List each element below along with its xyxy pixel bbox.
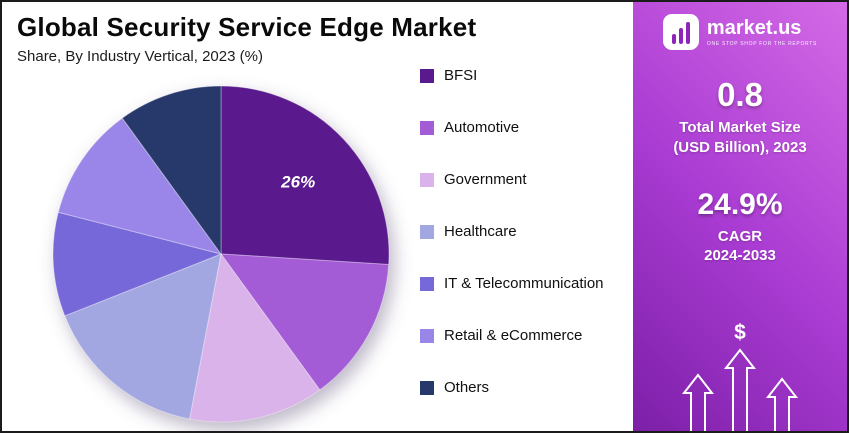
legend-swatch [420, 68, 434, 83]
legend-swatch [420, 120, 434, 135]
legend-item-others: Others [420, 379, 604, 396]
page-title: Global Security Service Edge Market [17, 12, 477, 42]
logo-bar [685, 22, 690, 44]
logo-tagline: ONE STOP SHOP FOR THE REPORTS [706, 40, 818, 47]
market-size-label-2: (USD Billion), 2023 [673, 138, 807, 156]
logo-text-block: market.us ONE STOP SHOP FOR THE REPORTS [707, 18, 817, 47]
legend-swatch [420, 172, 434, 187]
legend-label: IT & Telecommunication [444, 275, 604, 292]
legend-item-it-telecommunication: IT & Telecommunication [420, 275, 604, 292]
dollar-sign: $ [734, 321, 746, 344]
legend-label: BFSI [444, 67, 478, 84]
legend-item-healthcare: Healthcare [420, 223, 604, 240]
side-panel: market.us ONE STOP SHOP FOR THE REPORTS … [633, 2, 847, 431]
legend-swatch [420, 328, 434, 343]
market-us-logo-icon [662, 14, 699, 50]
market-size-label-1: Total Market Size [679, 119, 801, 136]
up-arrow-icon [723, 348, 757, 431]
pie-slice-bfsi [220, 85, 390, 266]
legend-label: Government [444, 171, 527, 188]
legend-label: Healthcare [444, 223, 517, 240]
pie-chart: 26% [52, 85, 390, 423]
cagr-label-1: CAGR [717, 227, 763, 245]
legend-swatch [420, 224, 434, 239]
pie-slice-healthcare [64, 253, 222, 420]
pie-slice-government [188, 252, 321, 423]
legend-item-retail-ecommerce: Retail & eCommerce [420, 327, 604, 344]
legend-item-automotive: Automotive [420, 119, 604, 136]
pie-slice-others [121, 85, 222, 256]
growth-arrows-icon [681, 348, 799, 431]
market-size-value: 0.8 [717, 76, 763, 113]
up-arrow-icon [765, 377, 799, 431]
pie-slice-retail-ecommerce [57, 117, 223, 255]
page-subtitle: Share, By Industry Vertical, 2023 (%) [17, 48, 263, 65]
chart-legend: BFSI Automotive Government Healthcare IT & T… [420, 67, 604, 431]
cagr-label-2: 2024-2033 [704, 247, 776, 265]
pie-slice-it-telecommunication [52, 211, 223, 317]
legend-label: Automotive [444, 119, 520, 136]
logo-bar [671, 34, 676, 44]
legend-swatch [420, 380, 434, 395]
logo-bar [678, 28, 683, 44]
cagr-value: 24.9% [697, 187, 783, 221]
pie-slice-label: 26% [280, 173, 315, 192]
chart-header: Global Security Service Edge Market Shar… [17, 12, 476, 65]
up-arrow-icon [681, 373, 715, 431]
pie-slice-automotive [219, 253, 390, 391]
legend-label: Retail & eCommerce [444, 327, 583, 344]
logo-text: market.us [706, 16, 802, 39]
legend-item-government: Government [420, 171, 604, 188]
legend-item-bfsi: BFSI [420, 67, 604, 84]
legend-label: Others [444, 379, 490, 396]
chart-area: Global Security Service Edge Market Shar… [2, 2, 633, 431]
market-us-logo: market.us ONE STOP SHOP FOR THE REPORTS [662, 14, 817, 50]
legend-swatch [420, 276, 434, 291]
